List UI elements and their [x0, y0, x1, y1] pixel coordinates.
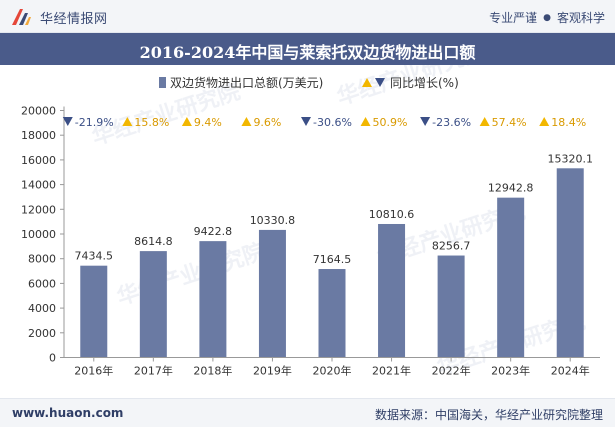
- x-tick-label: 2018年: [193, 364, 232, 378]
- slogan: 专业严谨 ● 客观科学: [489, 9, 605, 26]
- bar: [497, 197, 525, 358]
- top-bar: 华经情报网 专业严谨 ● 客观科学: [0, 0, 615, 33]
- up-triangle-icon: [122, 117, 133, 126]
- bar-value-label: 7164.5: [313, 253, 352, 266]
- slogan-left: 专业严谨: [489, 11, 538, 25]
- bar: [378, 223, 406, 358]
- down-triangle-icon: [62, 117, 73, 126]
- y-tick-label: 0: [49, 352, 56, 365]
- growth-row: -21.9% 15.8% 9.4% 9.6% -30.6% 50.9% -23.6% 57.4…: [62, 116, 586, 129]
- x-tick-label: 2020年: [313, 364, 352, 378]
- legend: 双边货物进出口总额(万美元) 同比增长(%): [159, 75, 459, 90]
- bar: [258, 229, 286, 358]
- x-tick-label: 2023年: [491, 364, 530, 378]
- slogan-right: 客观科学: [556, 11, 605, 25]
- x-tick-label: 2016年: [74, 364, 113, 378]
- bar-value-label: 10330.8: [250, 214, 296, 227]
- bar: [437, 255, 465, 358]
- bar: [199, 241, 227, 358]
- up-triangle-icon: [360, 117, 371, 126]
- bar: [80, 265, 108, 358]
- y-tick-label: 6000: [28, 277, 56, 290]
- x-tick-label: 2021年: [372, 364, 411, 378]
- y-tick-label: 2000: [28, 327, 56, 340]
- title-bar: 2016-2024年中国与莱索托双边货物进出口额: [0, 33, 615, 65]
- x-axis: 2016年 2017年 2018年 2019年 2020年 2021年 2022年 2023年…: [64, 357, 600, 378]
- growth-label: 57.4%: [492, 116, 527, 129]
- bar-value-label: 10810.6: [369, 208, 415, 221]
- up-triangle-icon: [539, 117, 550, 126]
- legend-down-triangle-icon: [375, 78, 385, 87]
- growth-label: -30.6%: [313, 116, 352, 129]
- x-tick-label: 2019年: [253, 364, 292, 378]
- slogan-separator: ●: [543, 12, 551, 23]
- down-triangle-icon: [301, 117, 311, 126]
- data-source: 数据来源：中国海关，华经产业研究院整理: [374, 408, 603, 422]
- y-tick-label: 10000: [21, 228, 56, 241]
- footer: www.huaon.com 数据来源：中国海关，华经产业研究院整理: [0, 398, 615, 427]
- growth-label: 9.4%: [194, 116, 222, 129]
- growth-label: 50.9%: [373, 116, 408, 129]
- bar-value-label: 8256.7: [432, 240, 471, 253]
- growth-label: 18.4%: [551, 116, 586, 129]
- bar-value-label: 12942.8: [488, 182, 534, 195]
- huajing-logo-icon: [12, 9, 31, 25]
- legend-growth-label: 同比增长(%): [390, 76, 459, 90]
- bar: [556, 168, 584, 358]
- legend-bar-swatch: [159, 77, 166, 88]
- bar-chart: 华经产业研究院华经产业研究院华经产业研究院华经产业研究院华经产业研究院 双边货物…: [21, 65, 600, 381]
- up-triangle-icon: [241, 117, 252, 126]
- down-triangle-icon: [420, 117, 431, 126]
- y-tick-label: 14000: [21, 179, 56, 192]
- chart-title: 2016-2024年中国与莱索托双边货物进出口额: [139, 43, 476, 62]
- bar: [318, 269, 346, 358]
- y-tick-label: 12000: [21, 203, 56, 216]
- y-tick-label: 16000: [21, 154, 56, 167]
- bar-value-label: 9422.8: [194, 225, 233, 238]
- bars: 7434.5 8614.8 9422.8 10330.8 7164.5 10810.6 82…: [75, 152, 593, 358]
- watermark-text: 华经产业研究院: [114, 238, 269, 310]
- legend-bar-label: 双边货物进出口总额(万美元): [170, 75, 323, 90]
- x-tick-label: 2024年: [551, 364, 590, 378]
- bar: [139, 251, 167, 358]
- growth-label: 15.8%: [134, 116, 169, 129]
- growth-label: 9.6%: [253, 116, 281, 129]
- brand: 华经情报网: [10, 7, 108, 27]
- x-tick-label: 2017年: [134, 364, 173, 378]
- bar-value-label: 7434.5: [75, 250, 114, 263]
- x-tick-label: 2022年: [432, 364, 471, 378]
- bar-value-label: 15320.1: [547, 152, 593, 165]
- y-axis: 0 2000 4000 6000 8000 10000 12000 14000 16000 180…: [21, 105, 65, 365]
- legend-up-triangle-icon: [362, 78, 372, 87]
- growth-label: -21.9%: [75, 116, 114, 129]
- y-tick-label: 18000: [21, 129, 56, 142]
- y-tick-label: 4000: [28, 302, 56, 315]
- y-tick-label: 8000: [28, 253, 56, 266]
- up-triangle-icon: [479, 117, 490, 126]
- website-link[interactable]: www.huaon.com: [12, 406, 124, 420]
- brand-name: 华经情报网: [40, 11, 108, 27]
- bar-value-label: 8614.8: [134, 235, 173, 248]
- y-tick-label: 20000: [21, 105, 56, 118]
- growth-label: -23.6%: [432, 116, 471, 129]
- up-triangle-icon: [181, 117, 192, 126]
